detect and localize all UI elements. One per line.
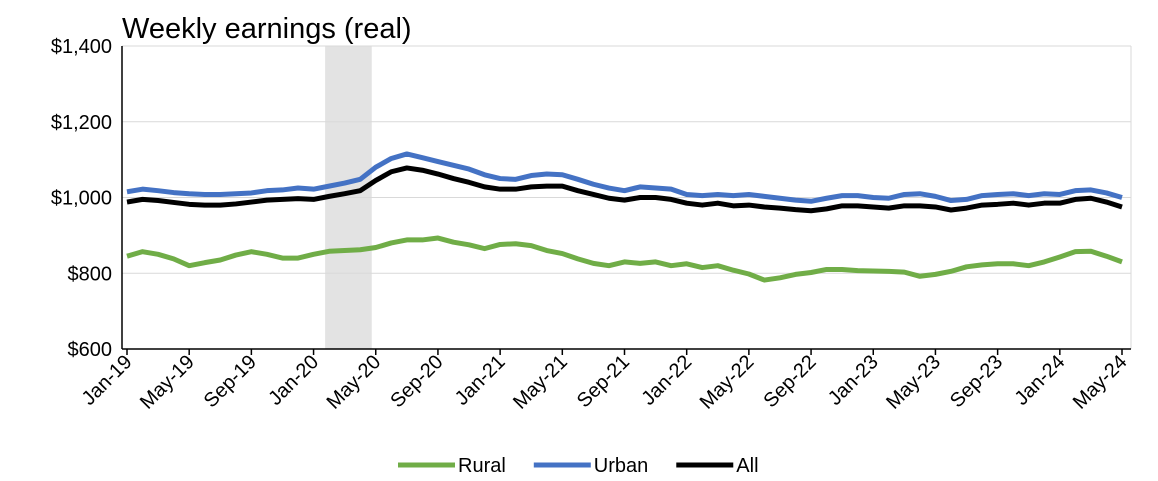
x-tick-label: May-23 (882, 351, 945, 414)
x-tick-label: Sep-23 (946, 351, 1007, 412)
line-series (126, 235, 1123, 283)
y-tick-label: $600 (68, 339, 113, 361)
x-tick-label: May-22 (696, 351, 759, 414)
y-tick-label: $1,400 (51, 36, 112, 58)
x-tick-label: Jan-21 (451, 351, 510, 410)
chart-title: Weekly earnings (real) (122, 13, 412, 45)
x-tick-label: Sep-19 (200, 351, 261, 412)
y-tick-label: $1,200 (51, 112, 112, 134)
x-tick-label: Sep-20 (386, 351, 447, 412)
legend-label: Rural (458, 455, 506, 477)
x-tick-label: May-19 (136, 351, 199, 414)
x-tick-label: Jan-20 (264, 351, 323, 410)
x-tick-label: Jan-23 (824, 351, 883, 410)
x-tick-label: May-24 (1069, 351, 1132, 414)
x-tick-label: Sep-21 (573, 351, 634, 412)
x-tick-label: Jan-22 (637, 351, 696, 410)
line-series (126, 165, 1123, 214)
x-tick-label: May-20 (323, 351, 386, 414)
x-tick-label: Sep-22 (759, 351, 820, 412)
legend-label: All (736, 455, 758, 477)
y-tick-label: $800 (68, 263, 113, 285)
legend-label: Urban (594, 455, 648, 477)
x-tick-label: Jan-24 (1011, 351, 1070, 410)
x-tick-label: May-21 (509, 351, 572, 414)
legend: Rural Urban All (398, 455, 759, 477)
line-series (126, 151, 1123, 204)
y-tick-label: $1,000 (51, 188, 112, 210)
